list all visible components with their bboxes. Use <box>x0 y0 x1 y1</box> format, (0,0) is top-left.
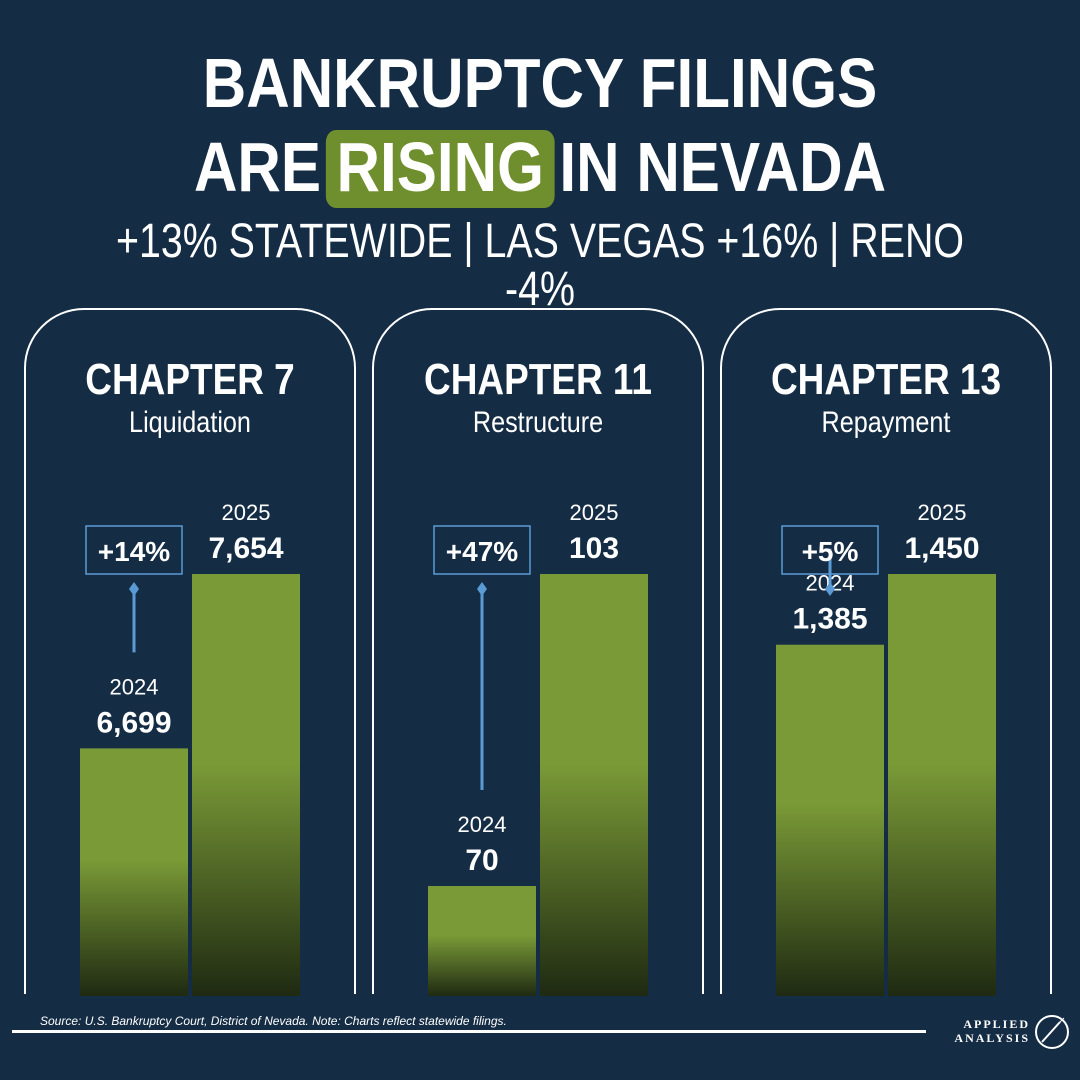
logo-line-2: ANALYSIS <box>954 1030 1030 1045</box>
logo-line-1: APPLIED <box>963 1017 1030 1031</box>
title-line-1: BANKRUPTCY FILINGS <box>202 44 878 122</box>
bar-value-label: 6,699 <box>96 706 171 739</box>
panel-title: CHAPTER 13 <box>770 355 1002 404</box>
title-line-2: ARE RISING IN NEVADA <box>76 130 1005 208</box>
arrow-head-icon <box>825 582 835 596</box>
bar-year-label: 2025 <box>570 500 619 525</box>
panel-chapter-13: CHAPTER 13 Repayment 20241,38520251,450+… <box>720 308 1052 996</box>
change-box <box>781 525 879 575</box>
bar-year-label: 2024 <box>110 674 159 699</box>
chart-chapter-11: 2024 70 2025 103 +47% <box>428 500 648 996</box>
arrow-head-icon <box>129 582 139 596</box>
change-label: +47% <box>446 536 518 567</box>
change-label: +5% <box>802 536 859 567</box>
panel-title: CHAPTER 11 <box>423 355 652 404</box>
panel-subtitle: Liquidation <box>129 406 251 439</box>
bar-2025 <box>192 574 300 996</box>
bar-2024 <box>80 748 188 996</box>
panel-chapter-7: CHAPTER 7 Liquidation 2024 6,699 2025 7,654… <box>24 308 356 996</box>
change-label: +14% <box>98 536 170 567</box>
title-line-2-pre: ARE <box>193 128 322 206</box>
bar-value-label: 1,385 <box>792 603 867 636</box>
bar-value-label: 1,450 <box>904 532 979 565</box>
bar-2025 <box>540 574 648 996</box>
footer-divider <box>12 1030 926 1033</box>
title-line-2-post: IN NEVADA <box>559 128 887 206</box>
bar-2025 <box>888 574 996 996</box>
arrow-head-icon <box>477 582 487 596</box>
bar-value-label: 103 <box>569 532 619 565</box>
logo-icon <box>1035 1015 1069 1049</box>
bar-2024 <box>428 886 536 996</box>
chart-chapter-7: 2024 6,699 2025 7,654 +14% <box>80 500 300 996</box>
bar-value-label: 7,654 <box>208 532 283 565</box>
panel-chapter-11: CHAPTER 11 Restructure 2024 70 2025 103 +47% <box>372 308 704 996</box>
panel-subtitle: Repayment <box>821 406 951 439</box>
bar-year-label: 2025 <box>918 500 967 525</box>
title-highlight: RISING <box>326 130 555 208</box>
logo-wordmark: APPLIED ANALYSIS <box>942 1017 1030 1046</box>
bar-year-label: 2024 <box>458 812 507 837</box>
panel-title: CHAPTER 7 <box>85 355 295 404</box>
panel-subtitle: Restructure <box>472 406 604 439</box>
change-box <box>433 525 531 575</box>
source-note: Source: U.S. Bankruptcy Court, District … <box>40 1014 507 1028</box>
change-box <box>85 525 183 575</box>
subtitle: +13% STATEWIDE | LAS VEGAS +16% | RENO -… <box>115 215 965 316</box>
bar-year-label: 2025 <box>222 500 271 525</box>
bar-value-label: 70 <box>465 844 498 877</box>
bar-2024 <box>776 644 884 996</box>
